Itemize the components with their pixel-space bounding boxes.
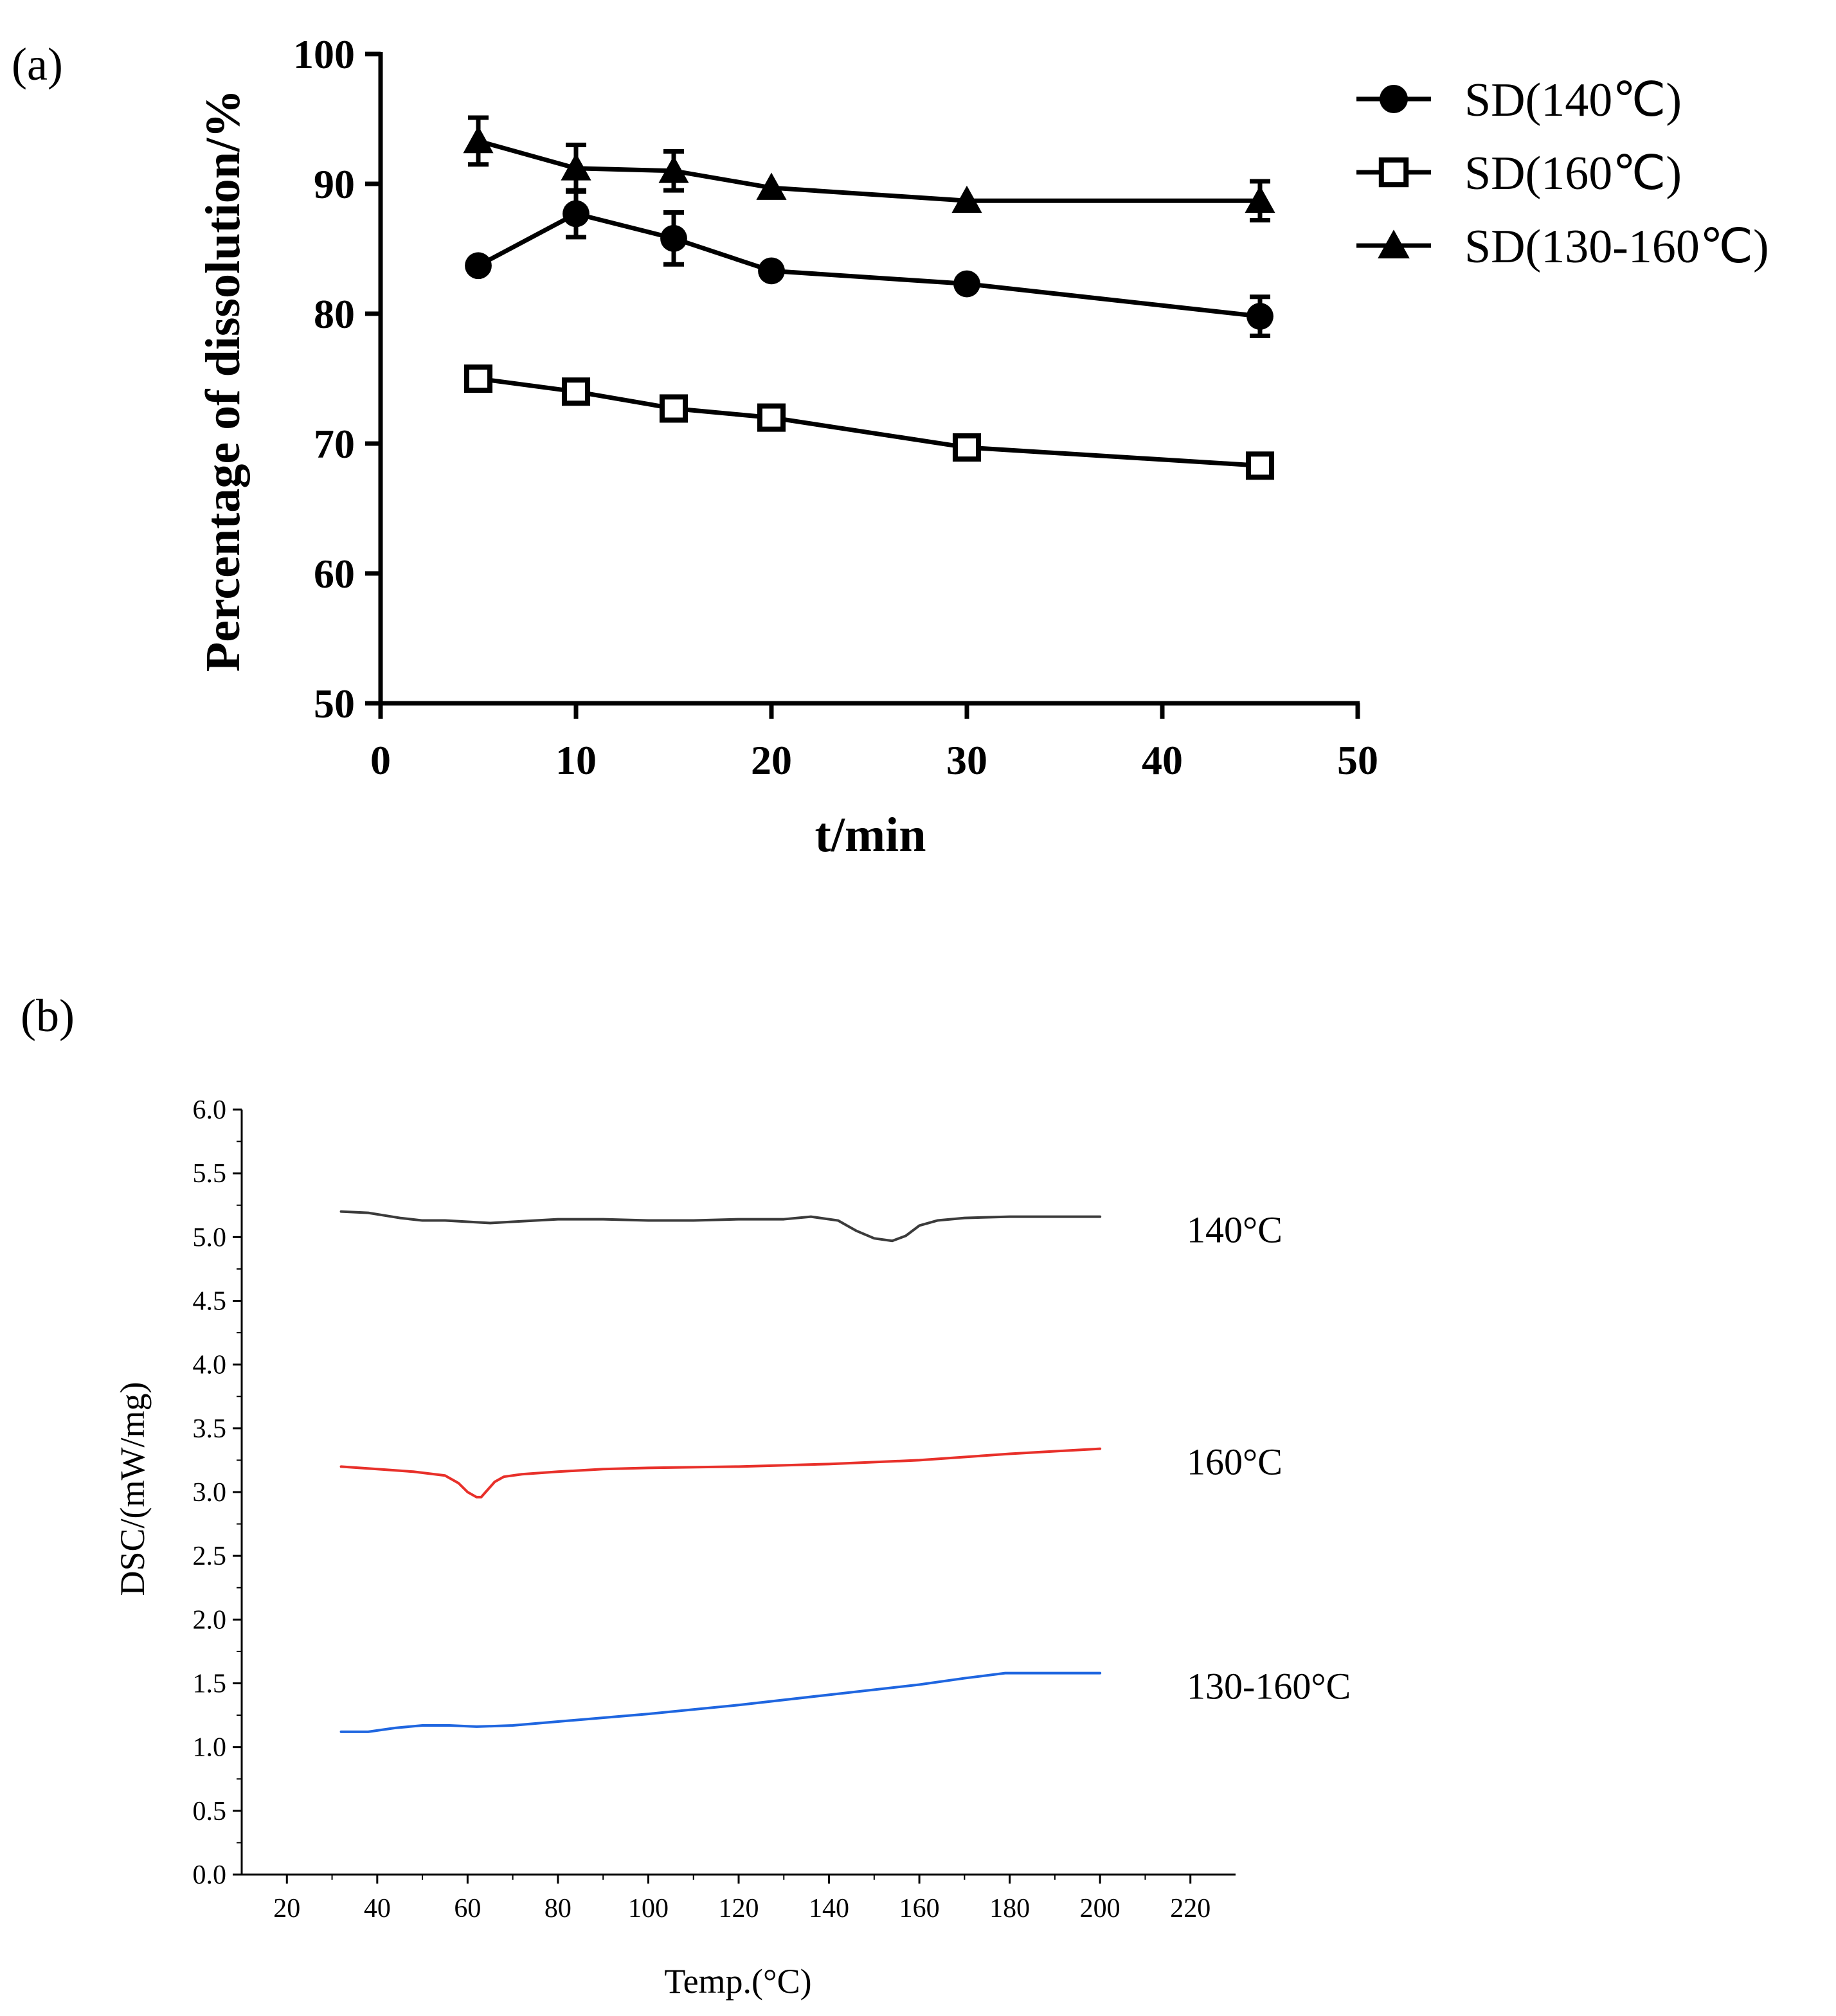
y-tick-label: 0.0	[193, 1860, 227, 1890]
panel-a-x-axis-title: t/min	[815, 808, 926, 862]
legend-marker	[1378, 157, 1409, 188]
dsc-curve-line	[339, 1447, 1102, 1498]
y-tick-label: 2.0	[193, 1605, 227, 1635]
x-tick-label: 40	[1142, 737, 1183, 783]
y-tick-label: 3.5	[193, 1414, 227, 1444]
panel-a-series	[463, 115, 1275, 480]
data-point	[562, 200, 590, 228]
data-point	[660, 224, 687, 252]
data-point	[758, 257, 785, 285]
x-tick-label: 50	[1337, 737, 1378, 783]
data-point	[951, 185, 982, 213]
x-tick-label: 140	[809, 1894, 849, 1923]
legend-label: SD(160℃)	[1464, 147, 1682, 200]
x-tick-label: 200	[1080, 1894, 1120, 1923]
legend-label: SD(130-160℃)	[1464, 221, 1769, 273]
y-tick-label: 3.0	[193, 1478, 227, 1508]
data-point	[659, 394, 688, 423]
x-tick-label: 0	[370, 737, 391, 783]
data-point	[658, 156, 689, 183]
data-point	[953, 270, 980, 298]
y-tick-label: 70	[314, 421, 355, 467]
y-tick-label: 50	[314, 681, 355, 726]
data-point	[952, 433, 982, 462]
x-tick-label: 60	[454, 1894, 481, 1923]
panel-b-label: (b)	[21, 990, 75, 1041]
panel-b-axes: 20 40 60 80 100 120 140 160 180 200 220 0.0 0.5 1.0 1.…	[193, 1095, 1236, 1923]
legend-marker	[1380, 85, 1408, 113]
dsc-curve-1: 140°C	[339, 1209, 1282, 1251]
series-line	[478, 138, 1260, 203]
legend-label: SD(140℃)	[1464, 74, 1682, 127]
panel-a-legend: SD(140℃) SD(160℃) SD(130-160℃)	[1356, 74, 1769, 273]
y-tick-label: 80	[314, 291, 355, 337]
panel-a-y-axis-title: Percentage of dissolution/%	[196, 89, 250, 672]
y-tick-label: 1.5	[193, 1670, 227, 1699]
x-tick-label: 20	[273, 1894, 300, 1923]
data-point	[465, 252, 492, 280]
dsc-curve-line	[339, 1671, 1102, 1733]
data-point	[756, 172, 787, 200]
x-tick-label: 220	[1170, 1894, 1210, 1923]
data-point	[757, 403, 786, 432]
data-point	[561, 153, 591, 181]
panel-a-axes: 0 10 20 30 40 50 50 60 70 80 90 100	[293, 32, 1378, 783]
dsc-curve-label: 140°C	[1187, 1209, 1282, 1251]
data-point	[464, 364, 493, 393]
y-tick-label: 6.0	[193, 1095, 227, 1125]
data-point	[1245, 185, 1275, 213]
y-tick-label: 5.0	[193, 1223, 227, 1252]
dsc-curve-label: 160°C	[1187, 1441, 1282, 1483]
series-line	[478, 376, 1261, 468]
panel-b-series: 140°C 160°C 130-160°C	[339, 1209, 1351, 1733]
y-tick-label: 1.0	[193, 1733, 227, 1763]
data-point	[463, 125, 494, 154]
panel-b: (b) 20 40 60 80 100 120 140 160 180 200 220 0.0 0.5 1…	[21, 990, 1351, 2001]
y-tick-label: 2.5	[193, 1542, 227, 1571]
dsc-curve-3: 130-160°C	[339, 1666, 1351, 1733]
data-point	[561, 377, 591, 406]
y-tick-label: 0.5	[193, 1797, 227, 1826]
dsc-curve-2: 160°C	[339, 1441, 1282, 1498]
y-tick-label: 4.0	[193, 1351, 227, 1380]
y-tick-label: 100	[293, 32, 355, 77]
y-tick-label: 60	[314, 551, 355, 597]
x-tick-label: 180	[989, 1894, 1030, 1923]
series-1	[465, 188, 1274, 338]
y-tick-label: 90	[314, 161, 355, 207]
legend-marker	[1378, 230, 1410, 258]
series-2	[464, 364, 1275, 480]
legend-item: SD(160℃)	[1356, 147, 1682, 200]
dsc-curve-line	[339, 1210, 1102, 1243]
legend-item: SD(130-160℃)	[1356, 221, 1769, 273]
panel-a-label: (a)	[12, 39, 63, 90]
y-tick-label: 4.5	[193, 1287, 227, 1317]
data-point	[1245, 451, 1275, 480]
series-3	[463, 115, 1275, 223]
x-tick-label: 10	[555, 737, 597, 783]
x-tick-label: 80	[544, 1894, 572, 1923]
x-tick-label: 40	[364, 1894, 391, 1923]
x-tick-label: 30	[946, 737, 987, 783]
x-tick-label: 160	[899, 1894, 940, 1923]
x-tick-label: 120	[719, 1894, 759, 1923]
series-line	[477, 211, 1261, 319]
panel-b-x-axis-title: Temp.(°C)	[664, 1962, 811, 2001]
data-point	[1246, 303, 1274, 330]
dsc-curve-label: 130-160°C	[1187, 1666, 1351, 1707]
y-tick-label: 5.5	[193, 1159, 227, 1189]
legend-item: SD(140℃)	[1356, 74, 1682, 127]
x-tick-label: 20	[751, 737, 792, 783]
x-tick-label: 100	[628, 1894, 669, 1923]
panel-b-y-axis-title: DSC/(mW/mg)	[113, 1382, 152, 1596]
